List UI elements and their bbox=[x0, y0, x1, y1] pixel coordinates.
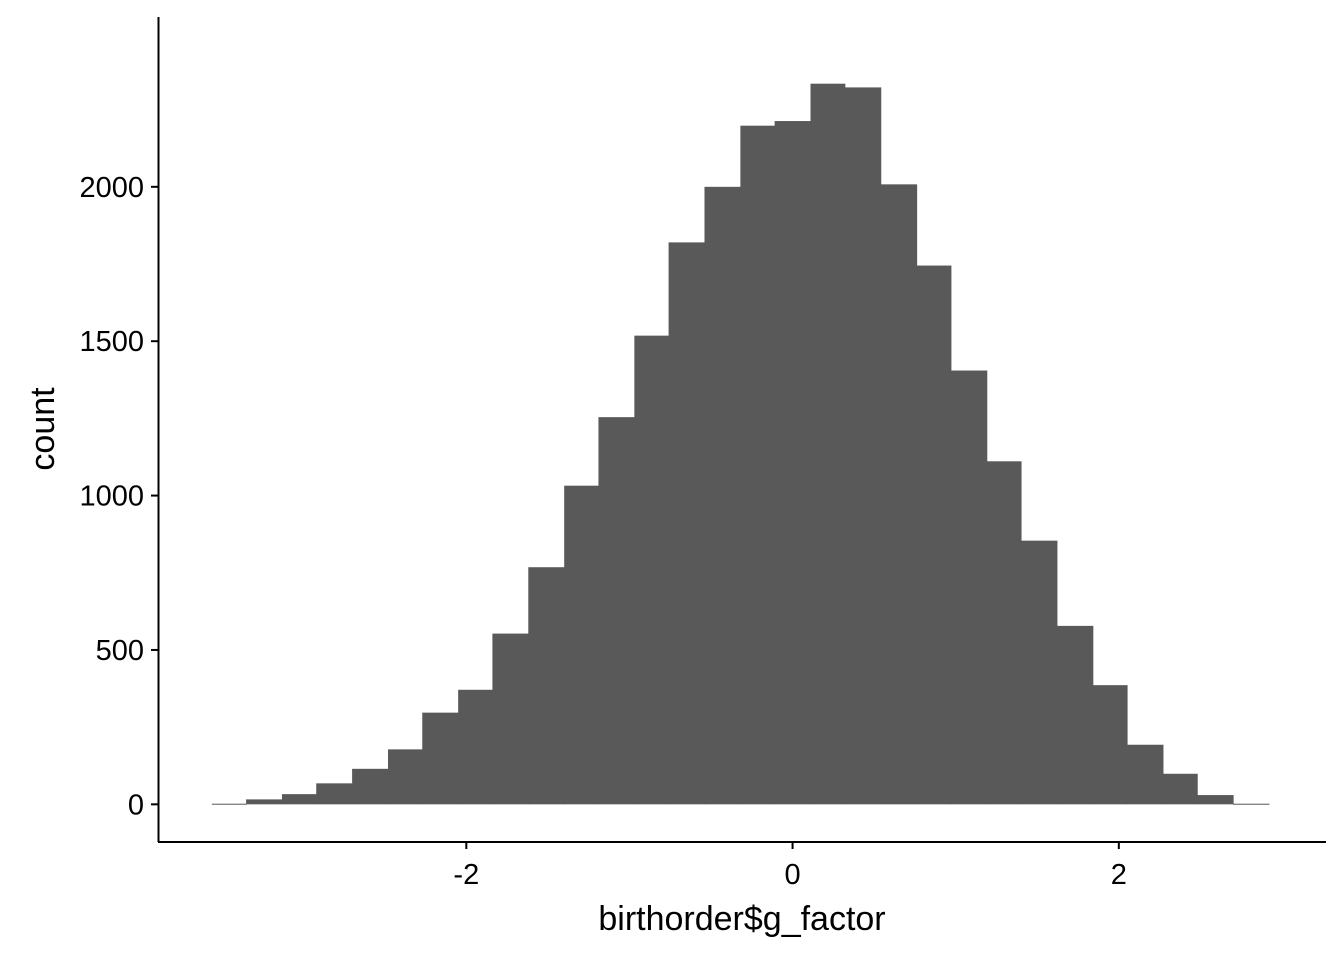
y-ticks-layer: 0 500 1000 1500 2000 bbox=[79, 172, 158, 821]
histogram-bar-9 bbox=[492, 633, 529, 805]
histogram-bar-21 bbox=[916, 265, 952, 805]
y-tick-label: 2000 bbox=[79, 172, 144, 204]
y-tick-label: 500 bbox=[96, 635, 144, 667]
histogram-bar-6 bbox=[388, 749, 423, 805]
y-axis-title: count bbox=[24, 387, 62, 471]
y-tick-label: 1500 bbox=[79, 326, 144, 358]
histogram-bar-8 bbox=[458, 689, 494, 805]
x-tick-label: 0 bbox=[784, 859, 800, 891]
histogram-bar-16 bbox=[740, 125, 776, 805]
histogram-bar-7 bbox=[422, 712, 459, 805]
histogram-bar-5 bbox=[352, 768, 389, 805]
histogram-bar-1 bbox=[211, 803, 247, 805]
histogram-bar-11 bbox=[564, 485, 600, 805]
y-tick-label: 1000 bbox=[79, 481, 144, 513]
x-ticks-layer: -2 0 2 bbox=[453, 842, 1127, 891]
histogram-bar-3 bbox=[281, 794, 317, 805]
x-tick-label: 2 bbox=[1111, 859, 1127, 891]
histogram-bar-30 bbox=[1233, 803, 1270, 805]
histogram-bar-22 bbox=[950, 370, 988, 805]
histogram-bar-13 bbox=[634, 335, 670, 805]
histogram-bar-12 bbox=[598, 417, 635, 805]
x-axis-title: birthorder$g_factor bbox=[598, 900, 885, 938]
histogram-bar-15 bbox=[704, 186, 741, 805]
histogram-bar-29 bbox=[1197, 795, 1234, 805]
y-tick-label: 0 bbox=[128, 789, 144, 821]
histogram-bar-25 bbox=[1056, 625, 1094, 805]
x-tick-label: -2 bbox=[453, 859, 479, 891]
histogram-bar-19 bbox=[844, 87, 882, 805]
bars-layer bbox=[211, 83, 1270, 805]
histogram-bar-26 bbox=[1092, 685, 1128, 805]
histogram-bar-20 bbox=[880, 184, 918, 805]
histogram-bar-4 bbox=[316, 783, 353, 805]
histogram-bar-17 bbox=[774, 121, 812, 805]
histogram-bar-18 bbox=[810, 83, 846, 805]
histogram-bar-2 bbox=[246, 799, 283, 805]
histogram-bar-28 bbox=[1162, 773, 1198, 805]
histogram-bar-24 bbox=[1020, 540, 1058, 805]
histogram-bar-14 bbox=[668, 242, 706, 805]
histogram-bar-23 bbox=[986, 461, 1022, 805]
histogram-bar-27 bbox=[1126, 744, 1164, 805]
histogram-bar-10 bbox=[528, 567, 565, 805]
